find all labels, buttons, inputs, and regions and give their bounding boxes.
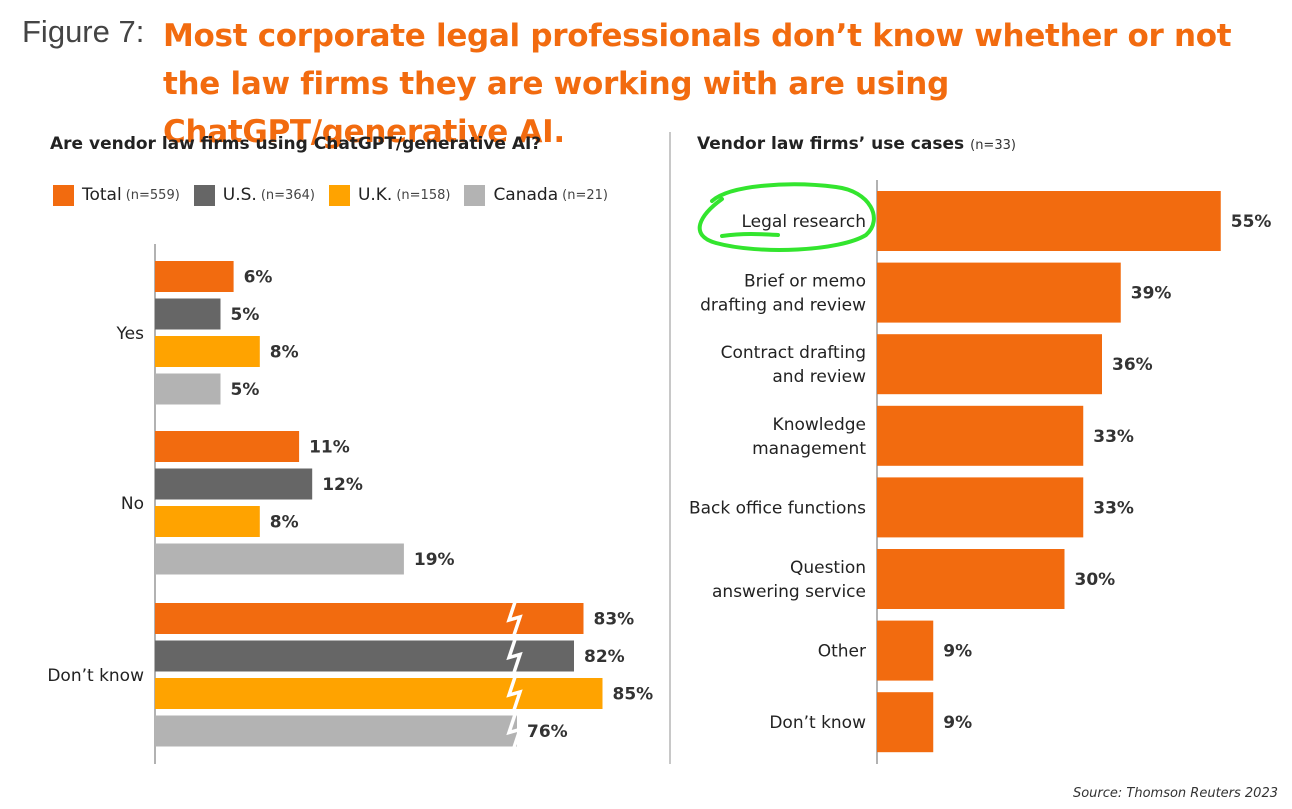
right-category-label-knowledge-management: Knowledge management bbox=[752, 415, 866, 459]
left-value-label-don-t-know-canada: 76% bbox=[527, 722, 568, 742]
right-category-label-line: drafting and review bbox=[700, 296, 866, 316]
right-bar-brief-or-memo-drafting-and-review bbox=[877, 262, 1121, 323]
right-category-label-brief-or-memo-drafting-and-review: Brief or memo drafting and review bbox=[700, 272, 866, 316]
right-bar-don-t-know bbox=[877, 692, 934, 753]
legend: Total (n=559) U.S. (n=364) U.K. (n=158) … bbox=[53, 182, 622, 208]
right-category-label-back-office-functions: Back office functions bbox=[689, 498, 866, 518]
right-category-label-line: Other bbox=[818, 642, 866, 662]
left-bar-yes-canada bbox=[155, 373, 221, 405]
left-value-label-no-u-s: 12% bbox=[322, 475, 363, 495]
right-chart-title: Vendor law firms’ use cases (n=33) bbox=[697, 134, 1016, 154]
left-bar-no-canada bbox=[155, 543, 404, 575]
right-value-label-knowledge-management: 33% bbox=[1093, 427, 1134, 447]
legend-n-total: (n=559) bbox=[125, 187, 180, 203]
right-bar-other bbox=[877, 620, 934, 681]
legend-item-uk: U.K. (n=158) bbox=[328, 184, 451, 206]
highlight-circle bbox=[697, 182, 876, 252]
right-category-label-don-t-know: Don’t know bbox=[769, 713, 866, 733]
source-note: Source: Thomson Reuters 2023 bbox=[1072, 786, 1278, 801]
legend-swatch-canada bbox=[464, 184, 486, 206]
right-category-label-line: management bbox=[752, 439, 866, 459]
legend-n-us: (n=364) bbox=[260, 187, 315, 203]
axis-break-mark bbox=[506, 713, 523, 749]
left-bar-don-t-know-u-s bbox=[155, 640, 574, 672]
left-value-label-yes-canada: 5% bbox=[231, 380, 260, 400]
figure-title: Most corporate legal professionals don’t… bbox=[163, 18, 1232, 150]
right-category-label-line: Legal research bbox=[741, 212, 866, 232]
right-category-label-line: Brief or memo bbox=[744, 272, 866, 292]
legend-swatch-total bbox=[53, 184, 74, 206]
right-value-label-don-t-know: 9% bbox=[943, 713, 972, 733]
left-value-label-don-t-know-total: 83% bbox=[594, 610, 635, 630]
left-bar-yes-u-k bbox=[155, 336, 260, 367]
legend-item-us: U.S. (n=364) bbox=[193, 184, 315, 206]
legend-label-us: U.S. bbox=[222, 185, 257, 205]
left-value-label-yes-u-k: 8% bbox=[270, 343, 299, 363]
left-value-label-no-canada: 19% bbox=[414, 550, 455, 570]
left-value-label-yes-u-s: 5% bbox=[231, 305, 260, 325]
axis-break-mark bbox=[506, 676, 523, 711]
right-bar-contract-drafting-and-review bbox=[877, 334, 1102, 395]
left-bar-no-total bbox=[155, 431, 300, 462]
right-category-label-line: Knowledge bbox=[773, 415, 866, 435]
right-value-label-back-office-functions: 33% bbox=[1093, 498, 1134, 518]
left-bar-don-t-know-canada bbox=[155, 715, 517, 747]
right-category-label-line: Don’t know bbox=[769, 713, 866, 733]
right-value-label-question-answering-service: 30% bbox=[1075, 570, 1116, 590]
legend-item-canada: Canada (n=21) bbox=[464, 184, 608, 206]
legend-swatch-us bbox=[193, 184, 215, 206]
legend-n-uk: (n=158) bbox=[396, 187, 451, 203]
left-bar-no-u-k bbox=[155, 506, 260, 537]
left-value-label-don-t-know-u-s: 82% bbox=[584, 647, 625, 667]
left-bar-yes-total bbox=[155, 261, 234, 292]
legend-label-total: Total bbox=[82, 185, 122, 205]
axis-break-mark bbox=[506, 601, 523, 636]
left-value-label-don-t-know-u-k: 85% bbox=[613, 685, 654, 705]
right-value-label-brief-or-memo-drafting-and-review: 39% bbox=[1131, 284, 1172, 304]
right-value-label-legal-research: 55% bbox=[1231, 212, 1272, 232]
legend-swatch-uk bbox=[328, 184, 350, 206]
right-category-label-line: Question bbox=[790, 558, 866, 578]
right-bar-knowledge-management bbox=[877, 405, 1084, 466]
legend-item-total: Total (n=559) bbox=[53, 184, 180, 206]
right-value-label-other: 9% bbox=[943, 642, 972, 662]
right-bar-question-answering-service bbox=[877, 549, 1065, 609]
right-category-label-contract-drafting-and-review: Contract drafting and review bbox=[721, 343, 866, 387]
right-category-label-other: Other bbox=[818, 642, 866, 662]
right-chart-title-text: Vendor law firms’ use cases bbox=[697, 134, 965, 154]
left-bar-yes-u-s bbox=[155, 298, 221, 330]
right-category-label-line: Contract drafting bbox=[721, 343, 866, 363]
highlight-underline bbox=[720, 232, 780, 238]
legend-n-canada: (n=21) bbox=[562, 187, 608, 203]
right-bar-legal-research bbox=[877, 191, 1221, 251]
left-value-label-no-u-k: 8% bbox=[270, 513, 299, 533]
chart-divider bbox=[669, 132, 671, 764]
left-category-label-don-t-know: Don’t know bbox=[47, 666, 144, 686]
legend-label-uk: U.K. bbox=[357, 185, 393, 205]
left-category-label-no: No bbox=[121, 494, 144, 514]
figure-label: Figure 7: bbox=[22, 14, 145, 49]
axis-break-mark bbox=[506, 638, 523, 674]
left-category-label-yes: Yes bbox=[116, 324, 145, 344]
right-value-label-contract-drafting-and-review: 36% bbox=[1112, 355, 1153, 375]
right-category-label-legal-research: Legal research bbox=[741, 212, 866, 232]
right-chart-sample-size: (n=33) bbox=[970, 138, 1016, 153]
left-chart-title: Are vendor law firms using ChatGPT/gener… bbox=[50, 134, 542, 154]
right-category-label-question-answering-service: Question answering service bbox=[712, 558, 866, 602]
left-bar-don-t-know-u-k bbox=[155, 678, 603, 709]
right-category-label-line: and review bbox=[772, 367, 866, 387]
right-category-label-line: Back office functions bbox=[689, 498, 866, 518]
right-category-label-line: answering service bbox=[712, 582, 866, 602]
left-bar-no-u-s bbox=[155, 468, 313, 500]
legend-label-canada: Canada bbox=[493, 185, 559, 205]
left-value-label-yes-total: 6% bbox=[244, 268, 273, 288]
right-bar-back-office-functions bbox=[877, 477, 1084, 538]
left-value-label-no-total: 11% bbox=[309, 438, 350, 458]
